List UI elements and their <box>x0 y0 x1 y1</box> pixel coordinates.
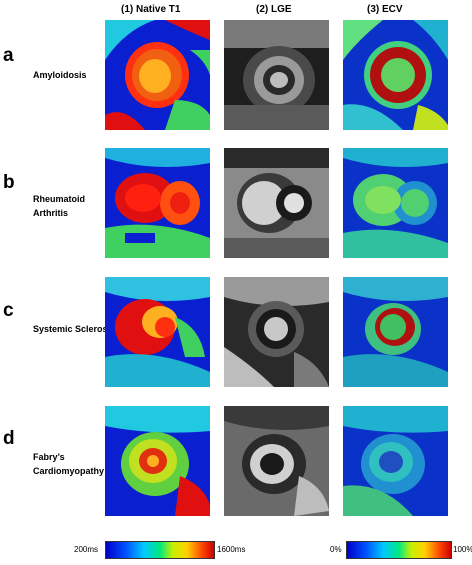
row-label-fabrys-cardiomyopathy: Fabry’s Cardiomyopathy <box>33 452 105 476</box>
header-native-t1: (1) Native T1 <box>121 4 181 15</box>
panel-d-native-t1 <box>105 406 210 516</box>
header-ecv: (3) ECV <box>367 4 403 15</box>
ecv-scale-max: 100% <box>453 545 472 554</box>
t1-scale-min: 200ms <box>74 545 99 554</box>
row-label-rheumatoid-arthritis: Rheumatoid Arthritis <box>33 194 86 218</box>
panel-a-lge <box>224 20 329 130</box>
row-label-systemic-sclerosis: Systemic Sclerosis <box>33 324 116 334</box>
row-letter-b: b <box>3 172 15 193</box>
panel-b-lge <box>224 148 329 258</box>
panel-c-lge <box>224 277 329 387</box>
panel-d-ecv <box>343 406 448 516</box>
row-label-amyloidosis: Amyloidosis <box>33 70 87 80</box>
row-letter-a: a <box>3 45 14 66</box>
panel-b-native-t1 <box>105 148 210 258</box>
panel-d-lge <box>224 406 329 516</box>
header-lge: (2) LGE <box>256 4 292 15</box>
t1-scale-max: 1600ms <box>217 545 246 554</box>
panel-a-ecv <box>343 20 448 130</box>
panel-a-native-t1 <box>105 20 210 130</box>
t1-colorbar <box>105 541 215 559</box>
ecv-colorbar <box>346 541 452 559</box>
panel-c-ecv <box>343 277 448 387</box>
panel-b-ecv <box>343 148 448 258</box>
row-letter-c: c <box>3 300 14 321</box>
row-letter-d: d <box>3 428 15 449</box>
ecv-scale-min: 0% <box>330 545 342 554</box>
panel-c-native-t1 <box>105 277 210 387</box>
